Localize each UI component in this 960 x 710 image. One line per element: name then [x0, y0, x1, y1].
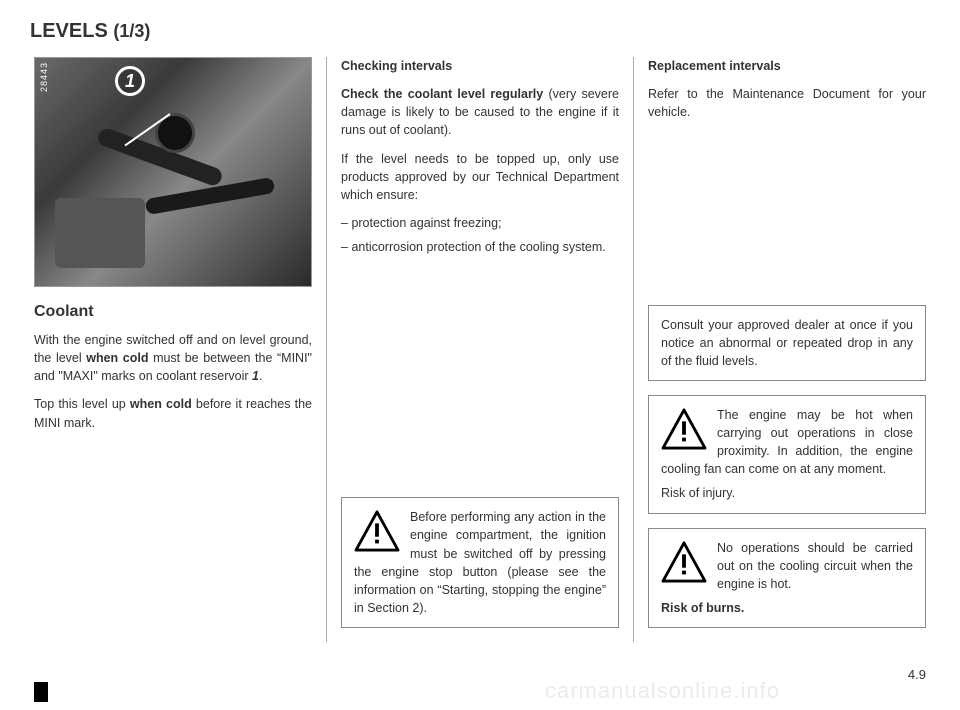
info-box-dealer: Consult your approved dealer at once if … — [648, 305, 926, 381]
footer-mark — [34, 682, 48, 702]
column-1: 28443 1 Coolant With the engine switched… — [30, 57, 326, 642]
warning-risk: Risk of burns. — [661, 599, 913, 617]
checking-p1: Check the coolant level regularly (very … — [341, 85, 619, 139]
title-sub: (1/3) — [113, 21, 150, 41]
warning-box-hot-engine: The engine may be hot when carrying out … — [648, 395, 926, 514]
column-2: Checking intervals Check the coolant lev… — [327, 57, 633, 642]
checking-p2: If the level needs to be topped up, only… — [341, 150, 619, 204]
warning-icon — [661, 408, 707, 455]
manual-page: LEVELS (1/3) 28443 1 Coolant With the en… — [0, 0, 960, 710]
columns: 28443 1 Coolant With the engine switched… — [30, 57, 930, 642]
replacement-p1: Refer to the Maintenance Document for yo… — [648, 85, 926, 121]
list-item: protection against freezing; — [341, 214, 619, 232]
checking-heading: Checking intervals — [341, 57, 619, 75]
replacement-heading: Replacement intervals — [648, 57, 926, 75]
warning-icon — [354, 510, 400, 557]
watermark: carmanualsonline.info — [545, 678, 780, 704]
engine-shapes: 1 — [35, 58, 311, 286]
engine-block — [55, 198, 145, 268]
warning-box-ignition: Before performing any action in the engi… — [341, 497, 619, 628]
coolant-heading: Coolant — [34, 303, 312, 321]
warning-risk: Risk of injury. — [661, 484, 913, 502]
info-text: Consult your approved dealer at once if … — [661, 316, 913, 370]
coolant-p1: With the engine switched off and on leve… — [34, 331, 312, 385]
column-3: Replacement intervals Refer to the Maint… — [634, 57, 930, 642]
engine-photo: 28443 1 — [34, 57, 312, 287]
spacer — [648, 131, 926, 304]
checking-list: protection against freezing; anticorrosi… — [341, 214, 619, 262]
page-number: 4.9 — [908, 667, 926, 682]
warning-box-cooling: No operations should be carried out on t… — [648, 528, 926, 629]
title-main: LEVELS — [30, 20, 113, 42]
page-title: LEVELS (1/3) — [30, 20, 930, 43]
warning-icon — [661, 541, 707, 588]
callout-marker-1: 1 — [115, 66, 145, 96]
coolant-p2: Top this level up when cold before it re… — [34, 395, 312, 431]
list-item: anticorrosion protection of the cooling … — [341, 238, 619, 256]
